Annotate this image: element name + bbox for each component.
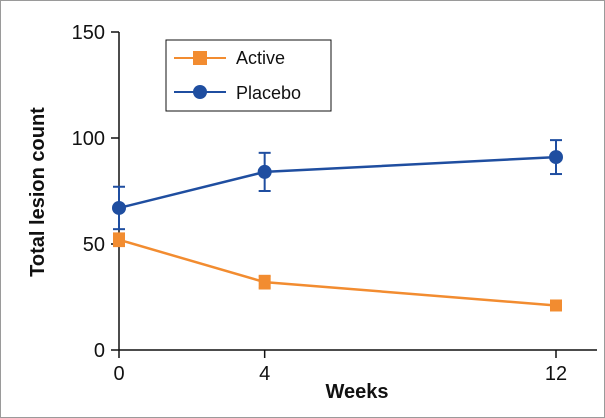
series-layer	[112, 139, 563, 312]
legend-label-active: Active	[236, 48, 285, 68]
data-point-active	[113, 233, 125, 246]
data-point-active	[258, 276, 271, 289]
data-point-placebo	[112, 200, 126, 215]
x-tick-label: 4	[259, 363, 270, 385]
x-axis-title: Weeks	[325, 381, 388, 403]
legend: Active Placebo	[165, 39, 332, 112]
series-line-placebo	[118, 155, 557, 210]
data-point-active	[550, 299, 562, 312]
y-tick-label: 100	[72, 128, 105, 150]
y-tick-label: 50	[83, 234, 105, 256]
y-tick-label: 150	[72, 22, 105, 44]
y-axis-title: Total lesion count	[27, 107, 49, 277]
data-point-placebo	[257, 164, 272, 179]
x-tick-label: 0	[113, 363, 124, 385]
data-point-placebo	[549, 150, 563, 165]
legend-marker-active	[193, 51, 207, 65]
legend-label-placebo: Placebo	[236, 83, 301, 103]
y-ticks: 0 50 100 150	[72, 22, 119, 362]
y-tick-label: 0	[94, 340, 105, 362]
x-ticks: 0 4 12	[113, 350, 567, 385]
series-line-active	[118, 238, 557, 307]
x-tick-label: 12	[545, 363, 567, 385]
legend-marker-placebo	[193, 85, 207, 99]
